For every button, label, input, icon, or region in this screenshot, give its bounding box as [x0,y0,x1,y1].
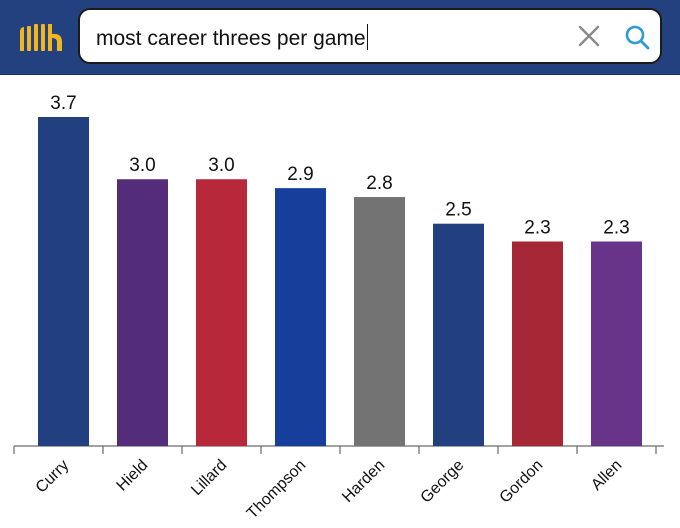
search-query-text: most career threes per game [96,27,366,50]
bar-value-label: 2.3 [603,217,629,238]
search-input[interactable]: most career threes per game [96,24,368,51]
bar-value-label: 2.9 [287,164,313,185]
close-icon[interactable] [578,25,600,47]
x-tick-label: George [418,457,468,507]
x-tick-label: Thompson [244,457,309,522]
bar-george[interactable] [433,223,484,446]
bar-hield[interactable] [117,179,168,447]
text-caret [366,24,368,50]
bar-allen[interactable] [591,241,642,446]
bar-value-label: 2.8 [366,173,392,194]
bar-thompson[interactable] [275,188,326,446]
bar-lillard[interactable] [196,179,247,447]
bar-curry[interactable] [38,117,89,446]
search-field[interactable]: most career threes per game [78,8,662,64]
search-icon[interactable] [624,24,650,50]
x-tick-label: Harden [339,457,388,506]
bar-chart: 3.7 Curry 3.0 Hield 3.0 Lillard 2.9 Thompson 2.8… [13,93,664,522]
bar-value-label: 3.0 [208,155,234,176]
bar-gordon[interactable] [512,241,563,446]
bar-harden[interactable] [354,197,405,446]
bar-value-label: 2.3 [524,217,550,238]
bar-value-label: 2.5 [445,200,471,221]
x-tick-label: Lillard [188,457,230,499]
bar-value-label: 3.7 [50,93,76,114]
x-tick-label: Hield [114,457,152,495]
x-tick-label: Curry [33,457,73,497]
x-tick-label: Gordon [497,457,547,507]
x-tick-label: Allen [588,457,625,494]
app-header: most career threes per game [0,0,680,75]
basketball-reference-logo-icon[interactable] [18,22,64,52]
bar-value-label: 3.0 [129,155,155,176]
